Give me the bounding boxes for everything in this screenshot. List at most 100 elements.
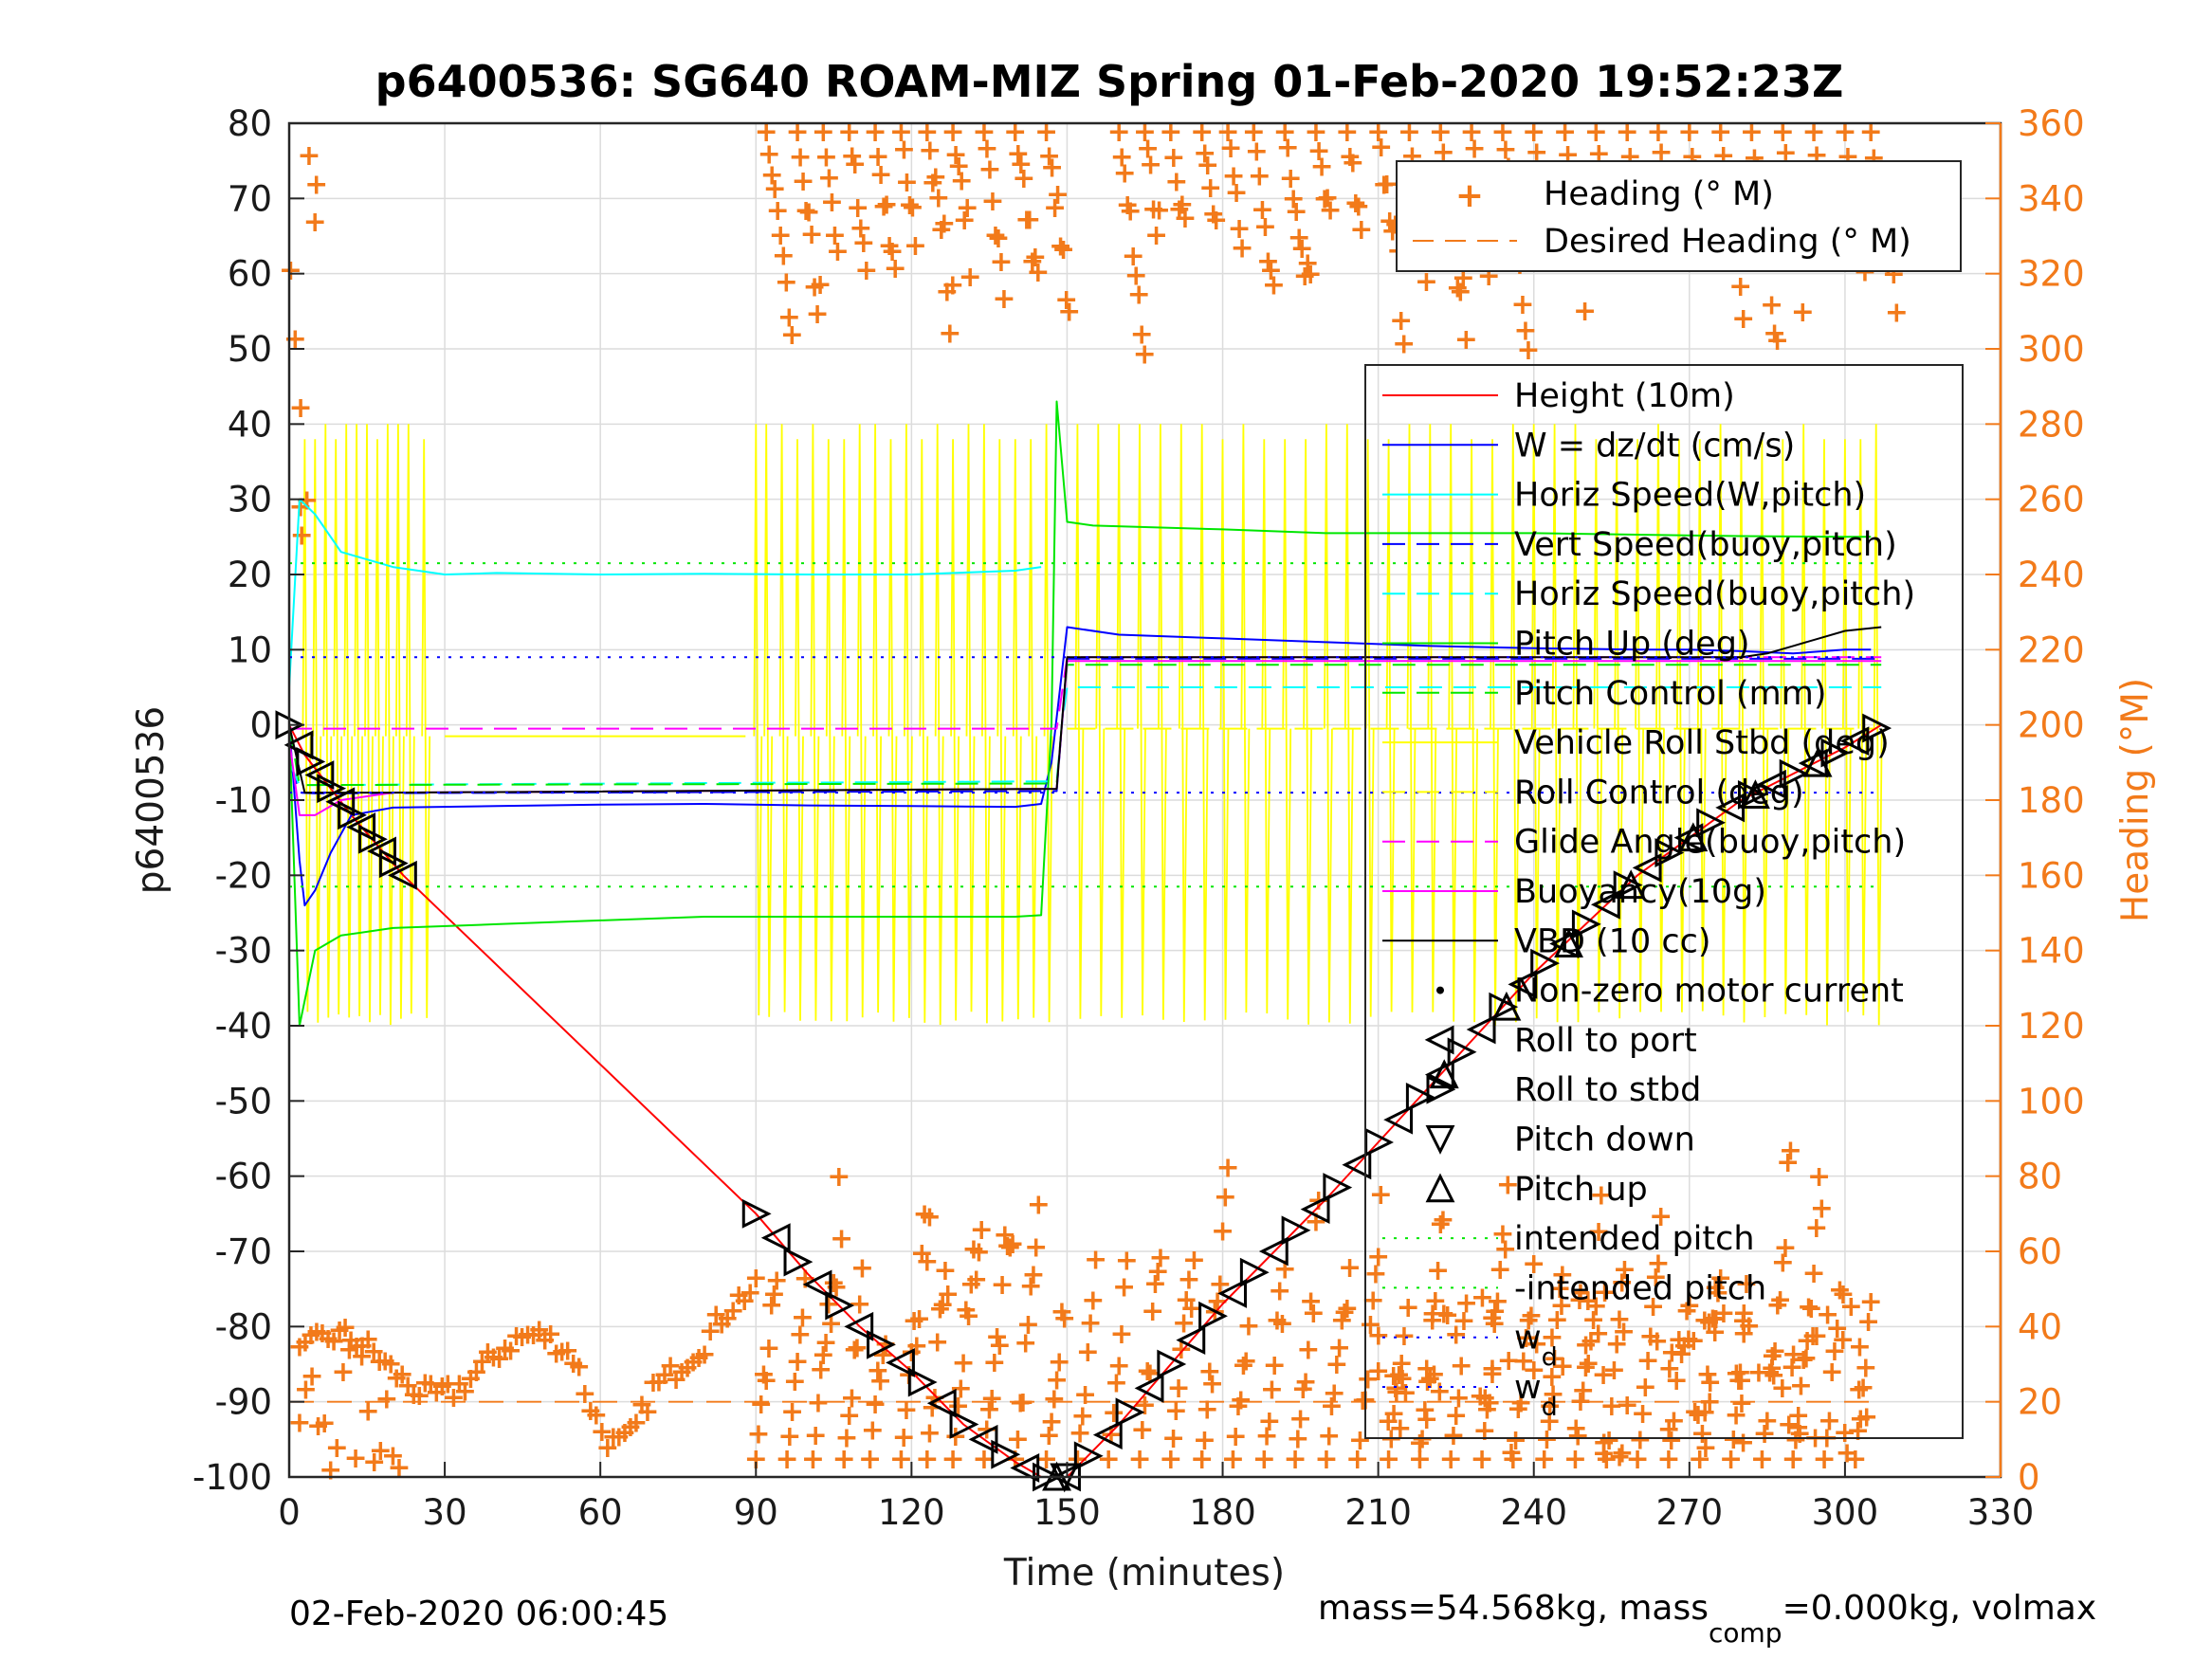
heading-point: + (1483, 1295, 1507, 1328)
heading-point: + (374, 1344, 397, 1377)
legend-label: Buoyancy(10g) (1514, 873, 1766, 911)
heading-point: + (510, 1321, 534, 1354)
heading-point: + (951, 1347, 975, 1380)
heading-point: + (1288, 222, 1311, 255)
heading-point: + (647, 1366, 670, 1399)
heading-point: + (777, 1420, 801, 1453)
heading-point: + (1070, 1400, 1094, 1433)
heading-point: + (1435, 1299, 1459, 1332)
heading-point: + (1597, 1424, 1620, 1457)
heading-point: + (1626, 1443, 1650, 1476)
roll-pitch-marker (1590, 889, 1620, 920)
heading-point: + (1729, 1387, 1753, 1420)
heading-point: + (1522, 1354, 1545, 1387)
heading-point: + (1770, 1372, 1794, 1405)
heading-point: + (476, 1336, 500, 1369)
legend-label: Vert Speed(buoy,pitch) (1514, 526, 1897, 564)
heading-point: + (1641, 1290, 1665, 1323)
heading-point: + (1127, 279, 1151, 312)
heading-point: + (1428, 1376, 1452, 1409)
heading-point: + (983, 219, 1007, 252)
roll-pitch-marker (886, 1347, 915, 1377)
heading-point: + (1802, 116, 1826, 149)
heading-point: + (1159, 116, 1182, 149)
x-tick-label: 0 (278, 1492, 301, 1533)
heading-point: + (1081, 1285, 1105, 1318)
heading-point: + (1514, 1322, 1538, 1355)
heading-point: + (878, 229, 902, 263)
heading-point: + (362, 1446, 386, 1479)
roll-pitch-marker (1323, 1173, 1353, 1202)
heading-point: + (1167, 193, 1191, 227)
heading-point: + (334, 1311, 357, 1344)
heading-point: + (1613, 1253, 1636, 1286)
heading-point: + (425, 1376, 448, 1410)
heading-point: + (1254, 1420, 1278, 1453)
heading-point: + (1746, 1357, 1770, 1390)
heading-point: + (1418, 1362, 1442, 1395)
heading-point: + (812, 116, 835, 149)
heading-point: + (408, 1379, 431, 1413)
heading-point: + (1791, 296, 1815, 329)
heading-point: + (727, 1279, 751, 1312)
heading-point: + (1159, 1443, 1182, 1476)
heading-point: + (1076, 1336, 1100, 1369)
x-tick-label: 60 (578, 1492, 623, 1533)
heading-point: + (1796, 1324, 1819, 1358)
y-right-tick-label: 140 (2018, 931, 2085, 972)
heading-point: + (1540, 1360, 1563, 1394)
heading-point: + (1662, 1405, 1686, 1438)
heading-point: + (1688, 1443, 1711, 1476)
heading-point: + (759, 1288, 783, 1322)
heading-point: + (961, 1233, 985, 1267)
heading-point: + (1693, 1431, 1717, 1465)
heading-point: + (1480, 1358, 1504, 1391)
heading-point: + (1763, 1335, 1786, 1368)
heading-point: + (1665, 1364, 1689, 1397)
heading-point: + (1540, 1322, 1563, 1355)
heading-point: + (1146, 1255, 1170, 1288)
heading-point: + (1024, 1231, 1048, 1265)
legend-label: Pitch Up (deg) (1514, 626, 1750, 664)
heading-point: + (944, 138, 968, 172)
heading-point: + (1320, 1390, 1344, 1423)
heading-point: + (1307, 135, 1330, 168)
heading-point: + (1802, 1257, 1826, 1290)
heading-point: + (1508, 1387, 1532, 1420)
heading-point: + (567, 1351, 591, 1384)
heading-point: + (889, 116, 913, 149)
heading-point: + (1420, 1297, 1444, 1330)
heading-point: + (996, 1230, 1019, 1263)
heading-point: + (1691, 1417, 1714, 1450)
heading-point: + (1676, 1322, 1700, 1356)
heading-point: + (1792, 1343, 1816, 1376)
heading-point: + (283, 323, 307, 356)
heading-point: + (1027, 1189, 1051, 1222)
heading-point: + (1161, 1422, 1185, 1455)
series-line (288, 400, 1872, 1027)
heading-point: + (1755, 1405, 1779, 1438)
heading-point: + (313, 1407, 337, 1440)
heading-point: + (1489, 1253, 1512, 1286)
heading-point: + (716, 1302, 740, 1335)
x-tick-label: 210 (1344, 1492, 1412, 1533)
heading-point: + (1248, 159, 1271, 192)
legend-label: Glide Angle(buoy,pitch) (1514, 824, 1906, 862)
heading-point: + (780, 319, 804, 352)
heading-point: + (1201, 197, 1225, 230)
heading-point: + (1415, 1403, 1438, 1436)
heading-point: + (1375, 168, 1398, 201)
heading-point: + (1740, 116, 1764, 149)
heading-point: + (1236, 1310, 1260, 1343)
heading-point: + (1349, 213, 1373, 246)
heading-point: + (1242, 116, 1266, 149)
heading-point: + (1230, 232, 1253, 265)
heading-point: + (299, 1319, 322, 1352)
heading-point: + (1519, 1299, 1543, 1332)
heading-point: + (1548, 1272, 1572, 1305)
heading-point: + (1312, 182, 1336, 215)
heading-point: + (1346, 191, 1370, 224)
heading-point: + (1388, 1412, 1412, 1445)
heading-point: + (918, 1416, 941, 1449)
heading-point: + (1415, 1352, 1438, 1385)
